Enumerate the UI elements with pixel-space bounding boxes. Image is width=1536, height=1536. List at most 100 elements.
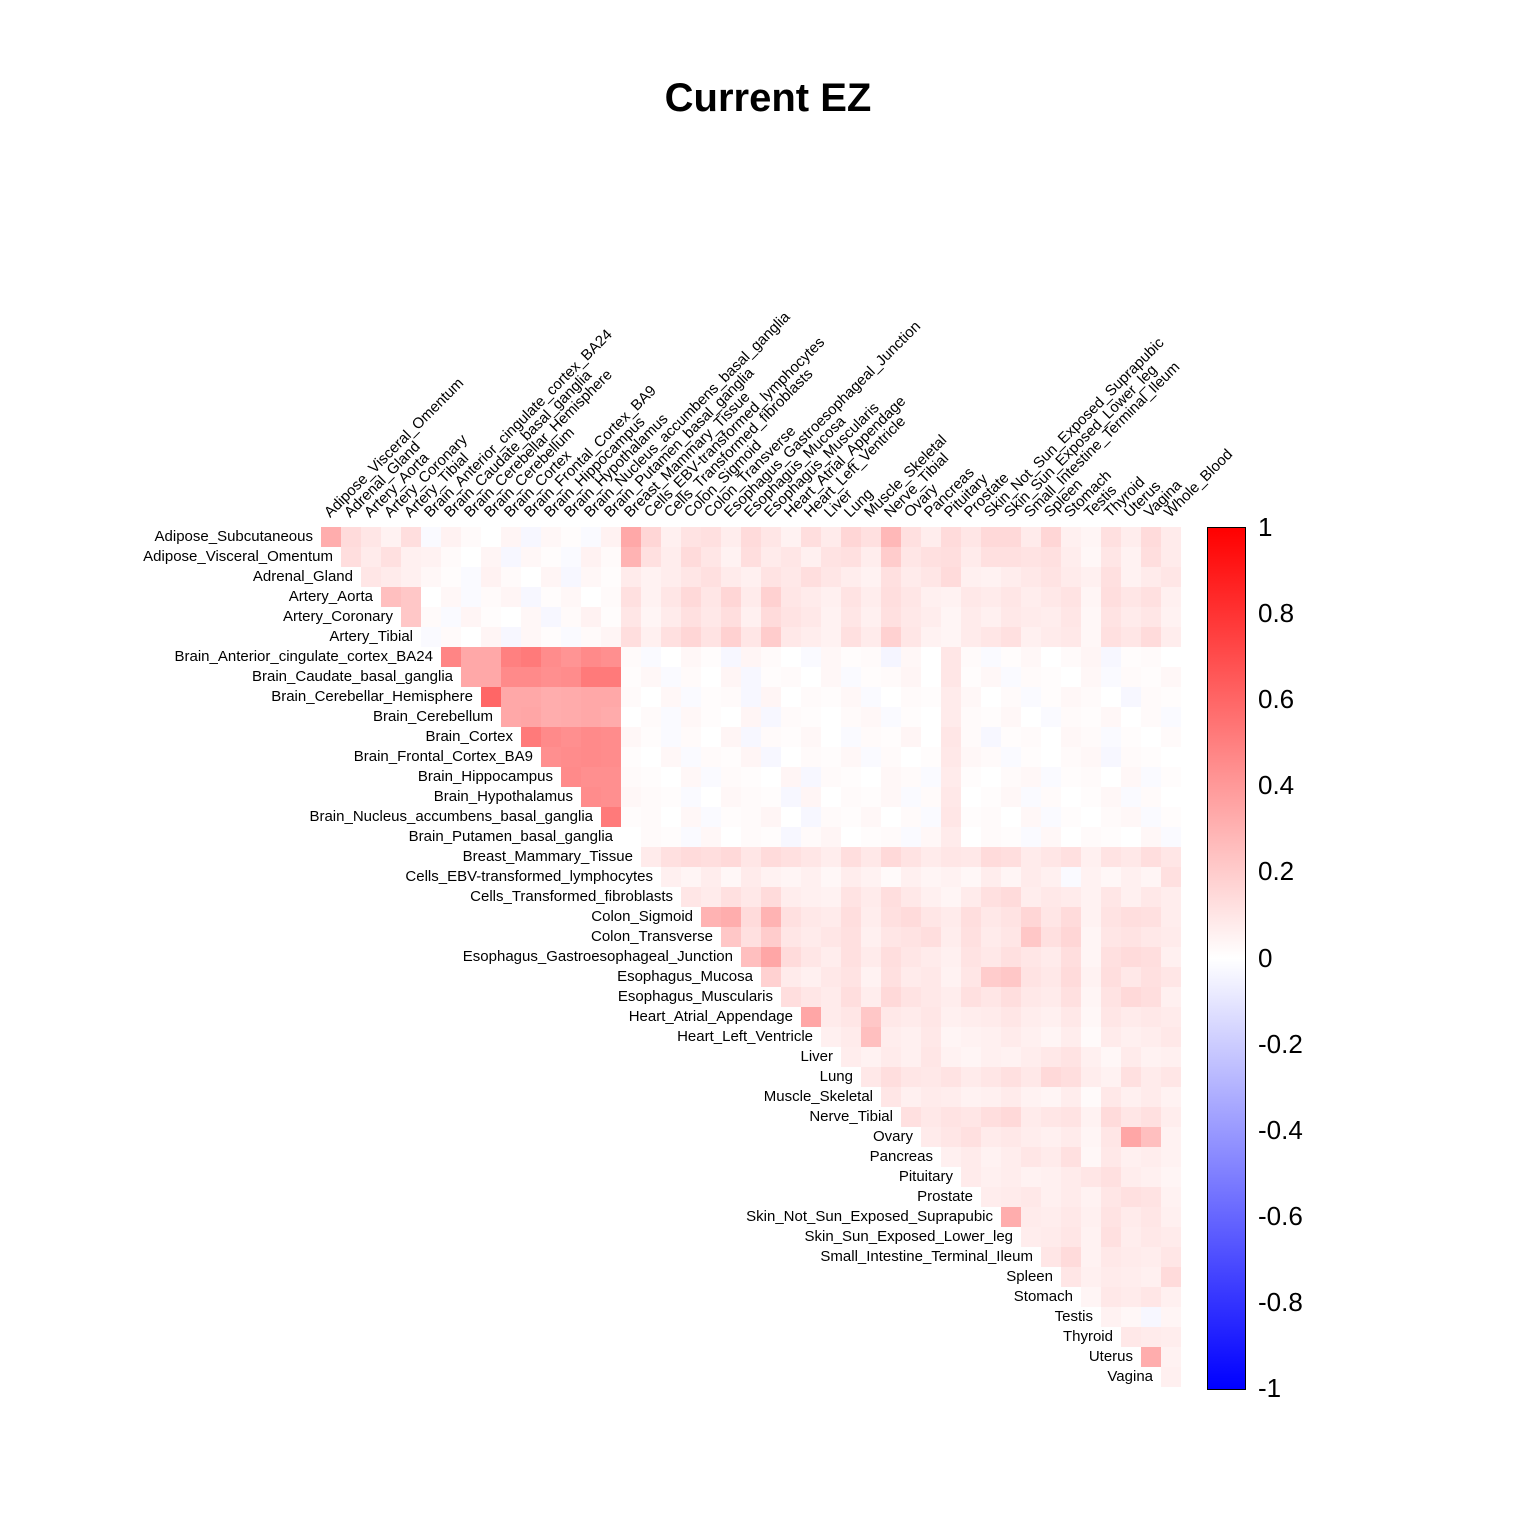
heatmap-cell xyxy=(861,647,881,667)
heatmap-cell xyxy=(1161,747,1181,767)
heatmap-cell xyxy=(521,707,541,727)
heatmap-cell xyxy=(881,727,901,747)
heatmap-cell xyxy=(901,987,921,1007)
heatmap-cell xyxy=(701,907,721,927)
heatmap-cell xyxy=(1101,1227,1121,1247)
heatmap-cell xyxy=(1041,687,1061,707)
heatmap-cell xyxy=(1061,887,1081,907)
heatmap-cell xyxy=(481,567,501,587)
heatmap-cell xyxy=(821,567,841,587)
heatmap-cell xyxy=(1081,607,1101,627)
heatmap-cell xyxy=(561,647,581,667)
heatmap-cell xyxy=(1141,1147,1161,1167)
heatmap-cell xyxy=(601,647,621,667)
heatmap-cell xyxy=(941,907,961,927)
heatmap-cell xyxy=(321,527,341,547)
heatmap-cell xyxy=(661,607,681,627)
heatmap-cell xyxy=(361,547,381,567)
heatmap-cell xyxy=(1161,1147,1181,1167)
heatmap-cell xyxy=(561,587,581,607)
heatmap-cell xyxy=(821,987,841,1007)
heatmap-cell xyxy=(681,887,701,907)
heatmap-cell xyxy=(941,1027,961,1047)
heatmap-cell xyxy=(881,587,901,607)
heatmap-cell xyxy=(1161,807,1181,827)
heatmap-cell xyxy=(581,607,601,627)
heatmap-cell xyxy=(1121,527,1141,547)
heatmap-cell xyxy=(1101,987,1121,1007)
heatmap-cell xyxy=(501,667,521,687)
heatmap-cell xyxy=(1121,1027,1141,1047)
heatmap-cell xyxy=(1141,1067,1161,1087)
heatmap-cell xyxy=(1021,807,1041,827)
heatmap-cell xyxy=(1081,767,1101,787)
heatmap-cell xyxy=(1141,967,1161,987)
row-label: Skin_Sun_Exposed_Lower_leg xyxy=(804,1228,1013,1245)
heatmap-cell xyxy=(541,547,561,567)
heatmap-cell xyxy=(921,607,941,627)
heatmap-cell xyxy=(781,887,801,907)
heatmap-cell xyxy=(901,1027,921,1047)
heatmap-cell xyxy=(721,827,741,847)
heatmap-cell xyxy=(861,807,881,827)
heatmap-cell xyxy=(661,827,681,847)
heatmap-cell xyxy=(1141,1247,1161,1267)
heatmap-cell xyxy=(1121,927,1141,947)
heatmap-cell xyxy=(841,847,861,867)
heatmap-cell xyxy=(981,1007,1001,1027)
row-label: Muscle_Skeletal xyxy=(763,1088,873,1105)
heatmap-cell xyxy=(861,527,881,547)
heatmap-cell xyxy=(721,647,741,667)
heatmap-cell xyxy=(1101,1047,1121,1067)
row-label: Brain_Hypothalamus xyxy=(433,788,573,805)
heatmap-cell xyxy=(1141,1187,1161,1207)
heatmap-cell xyxy=(761,887,781,907)
heatmap-cell xyxy=(961,767,981,787)
heatmap-cell xyxy=(1141,847,1161,867)
heatmap-cell xyxy=(761,587,781,607)
heatmap-cell xyxy=(861,867,881,887)
heatmap-cell xyxy=(461,667,481,687)
heatmap-cell xyxy=(821,827,841,847)
heatmap-cell xyxy=(981,627,1001,647)
heatmap-cell xyxy=(941,887,961,907)
heatmap-cell xyxy=(981,867,1001,887)
heatmap-cell xyxy=(941,1147,961,1167)
heatmap-cell xyxy=(1081,1207,1101,1227)
heatmap-cell xyxy=(961,927,981,947)
heatmap-cell xyxy=(1101,527,1121,547)
heatmap-cell xyxy=(641,587,661,607)
heatmap-cell xyxy=(941,847,961,867)
heatmap-cell xyxy=(701,667,721,687)
heatmap-cell xyxy=(941,527,961,547)
heatmap-cell xyxy=(641,647,661,667)
heatmap-cell xyxy=(1141,1227,1161,1247)
heatmap-cell xyxy=(461,567,481,587)
heatmap-cell xyxy=(481,527,501,547)
heatmap-cell xyxy=(521,667,541,687)
heatmap-cell xyxy=(781,807,801,827)
heatmap-cell xyxy=(1041,907,1061,927)
heatmap-cell xyxy=(1061,1007,1081,1027)
heatmap-cell xyxy=(881,767,901,787)
heatmap-cell xyxy=(601,767,621,787)
heatmap-cell xyxy=(501,587,521,607)
heatmap-cell xyxy=(661,567,681,587)
heatmap-cell xyxy=(1061,707,1081,727)
colorbar-tick-label: -1 xyxy=(1258,1373,1282,1403)
heatmap-cell xyxy=(961,1087,981,1107)
heatmap-cell xyxy=(581,767,601,787)
heatmap-cell xyxy=(921,687,941,707)
heatmap-cell xyxy=(1021,1087,1041,1107)
heatmap-cell xyxy=(921,867,941,887)
heatmap-cell xyxy=(701,567,721,587)
heatmap-cell xyxy=(741,547,761,567)
heatmap-cell xyxy=(761,807,781,827)
heatmap-cell xyxy=(1141,647,1161,667)
heatmap-cell xyxy=(801,707,821,727)
heatmap-cell xyxy=(1081,807,1101,827)
heatmap-cell xyxy=(401,527,421,547)
heatmap-cell xyxy=(861,667,881,687)
heatmap-cell xyxy=(801,587,821,607)
heatmap-cell xyxy=(941,1107,961,1127)
